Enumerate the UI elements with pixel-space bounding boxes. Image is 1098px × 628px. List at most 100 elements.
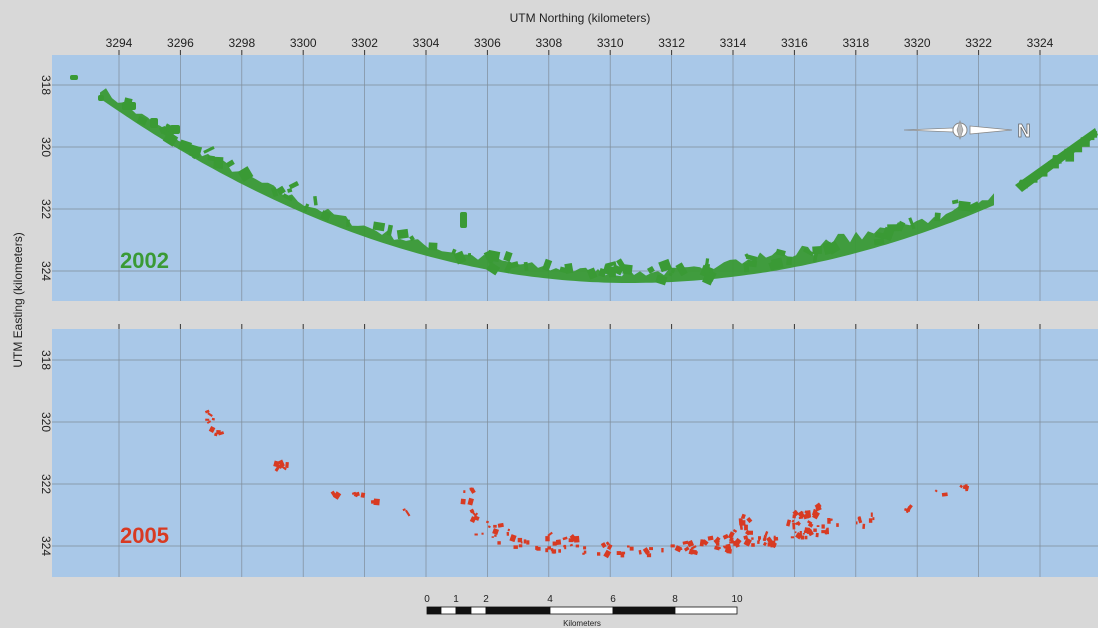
- scale-bar-segment: [549, 606, 614, 615]
- vegetation-patch: [535, 545, 539, 550]
- vegetation-patch: [600, 542, 607, 549]
- vegetation-patch: [874, 231, 887, 240]
- vegetation-patch: [767, 542, 771, 547]
- vegetation-patch: [803, 247, 814, 257]
- vegetation-patch: [804, 535, 808, 540]
- vegetation-patch: [507, 261, 519, 270]
- vegetation-patch: [507, 528, 511, 532]
- vegetation-patch: [523, 539, 527, 544]
- vegetation-patch: [799, 531, 802, 535]
- vegetation-patch: [741, 520, 746, 526]
- vegetation-patch: [428, 242, 438, 251]
- y-tick-labels: 318 320 322 324: [39, 75, 53, 281]
- vegetation-patch: [856, 521, 858, 525]
- vegetation-patch: [542, 258, 553, 272]
- vegetation-patch: [451, 248, 457, 255]
- vegetation-patch: [868, 518, 873, 523]
- x-tick-label: 3316: [781, 36, 808, 50]
- vegetation-patch: [751, 543, 755, 547]
- vegetation-patch: [829, 518, 833, 522]
- x-axis-title: UTM Northing (kilometers): [510, 11, 651, 25]
- y-tick-label: 324: [39, 536, 53, 556]
- y-tick-label: 322: [39, 199, 53, 219]
- vegetation-patch: [98, 95, 104, 101]
- water-background: [52, 329, 1098, 577]
- vegetation-patch: [794, 531, 797, 534]
- vegetation-patch: [649, 547, 653, 551]
- vegetation-patch: [959, 484, 964, 489]
- vegetation-patch: [762, 541, 768, 547]
- vegetation-patch: [474, 533, 478, 536]
- vegetation-patch: [575, 544, 579, 548]
- north-arrow-label: N: [1018, 121, 1031, 141]
- vegetation-patch: [277, 459, 285, 468]
- vegetation-patch: [518, 544, 523, 548]
- y-tick-label: 322: [39, 474, 53, 494]
- vegetation-patch: [226, 159, 235, 168]
- vegetation-patch: [273, 460, 280, 468]
- vegetation-patch: [773, 535, 776, 538]
- vegetation-patch: [360, 492, 366, 498]
- vegetation-patch: [745, 254, 758, 262]
- vegetation-patch: [513, 545, 518, 549]
- vegetation-patch: [704, 263, 710, 273]
- vegetation-patch: [744, 524, 748, 531]
- vegetation-patch: [665, 264, 673, 271]
- vegetation-patch: [792, 509, 800, 517]
- vegetation-patch: [568, 538, 574, 543]
- vegetation-patch: [545, 536, 550, 542]
- vegetation-patch: [747, 530, 753, 535]
- vegetation-patch: [746, 516, 753, 524]
- vegetation-patch: [1052, 155, 1060, 162]
- vegetation-patch: [616, 258, 628, 272]
- vegetation-patch: [757, 540, 760, 544]
- vegetation-patch: [701, 539, 709, 546]
- vegetation-patch: [822, 241, 834, 255]
- vegetation-patch: [330, 490, 337, 498]
- vegetation-patch: [213, 156, 224, 169]
- north-arrow: N: [903, 120, 1031, 141]
- x-tick-label: 3294: [106, 36, 133, 50]
- vegetation-patch: [642, 547, 651, 555]
- vegetation-patch: [351, 491, 357, 495]
- x-tick-label: 3322: [965, 36, 992, 50]
- vegetation-patch: [320, 210, 332, 222]
- vegetation-patch: [509, 534, 517, 543]
- vegetation-patch: [497, 522, 504, 528]
- north-arrow-head: [969, 125, 1013, 135]
- vegetation-patch: [770, 541, 777, 549]
- x-tick-label: 3312: [658, 36, 685, 50]
- north-arrow-star: [956, 120, 964, 140]
- vegetation-patch: [934, 489, 938, 493]
- scale-bar-segment: [440, 606, 457, 615]
- x-tick-label: 3300: [290, 36, 317, 50]
- vegetation-patch: [762, 538, 766, 541]
- vegetation-patch: [274, 464, 281, 472]
- vegetation-patch: [216, 430, 221, 435]
- vegetation-patch: [872, 517, 875, 521]
- vegetation-patch: [569, 543, 574, 547]
- vegetation-patch: [486, 520, 489, 524]
- vegetation-patch: [805, 510, 811, 517]
- vegetation-patch: [303, 203, 310, 213]
- vegetation-patch: [211, 417, 215, 421]
- vegetation-patch: [796, 521, 801, 527]
- vegetation-patch: [467, 252, 472, 257]
- vegetation-patch: [722, 533, 729, 540]
- vegetation-patch: [647, 265, 655, 274]
- vegetation-patch: [276, 185, 286, 196]
- vegetation-patch: [409, 235, 415, 242]
- vegetation-patch: [816, 525, 820, 527]
- vegetation-patch: [497, 541, 501, 545]
- vegetation-patch: [690, 545, 697, 550]
- vegetation-patch: [547, 546, 551, 550]
- map-panel-2005: 318 320 322 324 2005: [39, 324, 1098, 577]
- vegetation-patch: [713, 537, 720, 545]
- scale-bar-unit: Kilometers: [563, 619, 601, 628]
- vegetation-patch: [870, 512, 873, 517]
- vegetation-patch: [460, 212, 467, 228]
- vegetation-patch: [826, 527, 830, 535]
- vegetation-patch: [715, 536, 721, 542]
- vegetation-patch: [486, 262, 501, 276]
- vegetation-patch: [582, 552, 585, 555]
